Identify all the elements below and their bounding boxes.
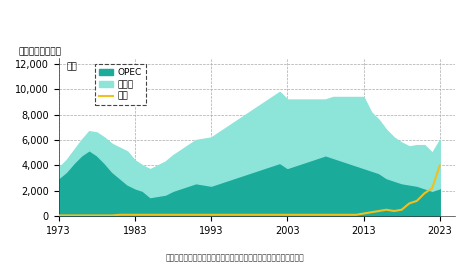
Text: 輸入: 輸入 <box>67 63 77 72</box>
Text: （出所：米国エネルギー省より住友商事グローバルリサーチ作成）: （出所：米国エネルギー省より住友商事グローバルリサーチ作成） <box>165 254 305 263</box>
Legend: OPEC, その他, 輸出: OPEC, その他, 輸出 <box>95 64 146 105</box>
Text: （千バレル／日）: （千バレル／日） <box>19 47 62 56</box>
Text: 米国原油輸出入: 米国原油輸出入 <box>206 9 264 23</box>
